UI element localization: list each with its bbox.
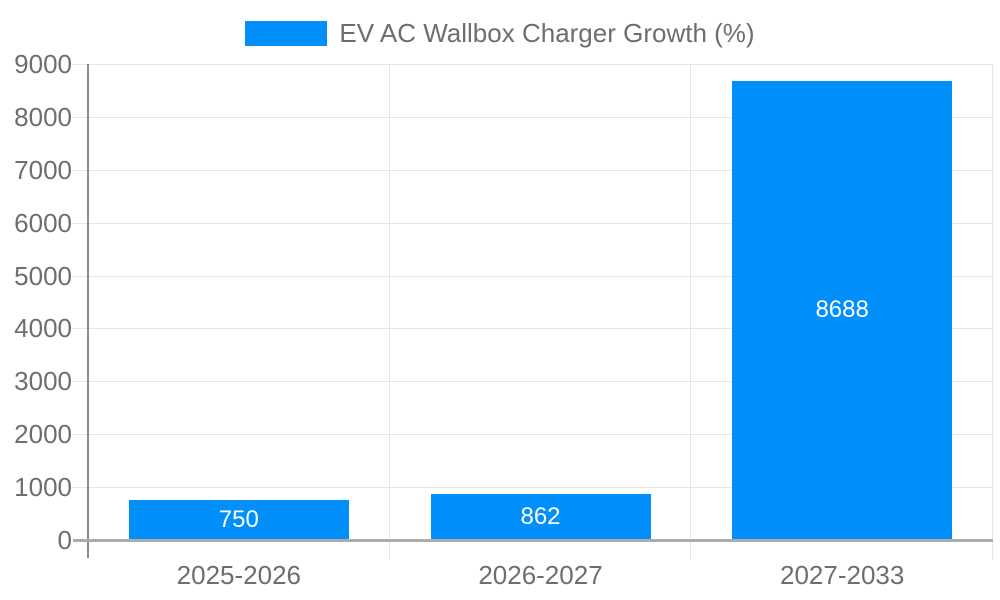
gridline-horizontal	[88, 116, 993, 118]
gridline-horizontal	[88, 64, 993, 65]
y-axis-tick	[73, 169, 88, 171]
gridline-horizontal	[88, 328, 993, 330]
y-axis-tick-label: 3000	[14, 366, 72, 397]
y-axis-tick-label: 8000	[14, 101, 72, 132]
bar: 750	[128, 500, 349, 540]
x-axis-category-label: 2026-2027	[478, 560, 603, 590]
legend-swatch	[245, 20, 328, 46]
bar-value-label: 862	[520, 503, 561, 531]
gridline-horizontal	[88, 434, 993, 436]
bar: 862	[430, 494, 651, 540]
y-axis-line	[87, 64, 89, 558]
x-axis-category-label: 2025-2026	[176, 560, 301, 590]
y-axis-tick-label: 7000	[14, 154, 72, 185]
y-axis-tick	[73, 64, 88, 65]
y-axis-tick-label: 6000	[14, 207, 72, 238]
chart-legend: EV AC Wallbox Charger Growth (%)	[0, 18, 1000, 48]
y-axis-tick-label: 0	[57, 525, 72, 555]
x-axis-baseline	[73, 539, 993, 542]
y-axis-tick-label: 4000	[14, 313, 72, 344]
y-axis-tick-label: 1000	[14, 472, 72, 503]
y-axis-tick	[73, 116, 88, 118]
gridline-vertical	[389, 64, 390, 560]
gridline-horizontal	[88, 487, 993, 489]
bar: 8688	[732, 80, 953, 540]
gridline-horizontal	[88, 275, 993, 277]
x-axis-labels: 2025-2026 2026-2027 2027-2033	[88, 561, 993, 591]
y-axis-tick-label: 2000	[14, 419, 72, 450]
y-axis-tick	[73, 434, 88, 436]
gridline-vertical	[992, 64, 993, 560]
x-axis-category-label: 2027-2033	[779, 560, 905, 590]
bar-value-label: 8688	[815, 296, 869, 324]
y-axis-tick	[73, 222, 88, 224]
gridline-horizontal	[88, 381, 993, 383]
y-axis-tick-label: 9000	[14, 49, 72, 79]
y-axis-tick	[73, 328, 88, 330]
y-axis-tick	[73, 381, 88, 383]
plot-area: 750 862 8688	[73, 64, 993, 560]
gridline-vertical	[690, 64, 691, 560]
gridline-horizontal	[88, 222, 993, 224]
y-axis-tick	[73, 275, 88, 277]
y-axis-labels: 9000 8000 7000 6000 5000 4000 3000 2000 1000 0	[0, 49, 72, 555]
y-axis-tick-label: 5000	[14, 260, 72, 291]
legend-label: EV AC Wallbox Charger Growth (%)	[339, 18, 755, 48]
gridline-horizontal	[88, 169, 993, 171]
y-axis-tick	[73, 487, 88, 489]
bar-value-label: 750	[218, 506, 259, 534]
